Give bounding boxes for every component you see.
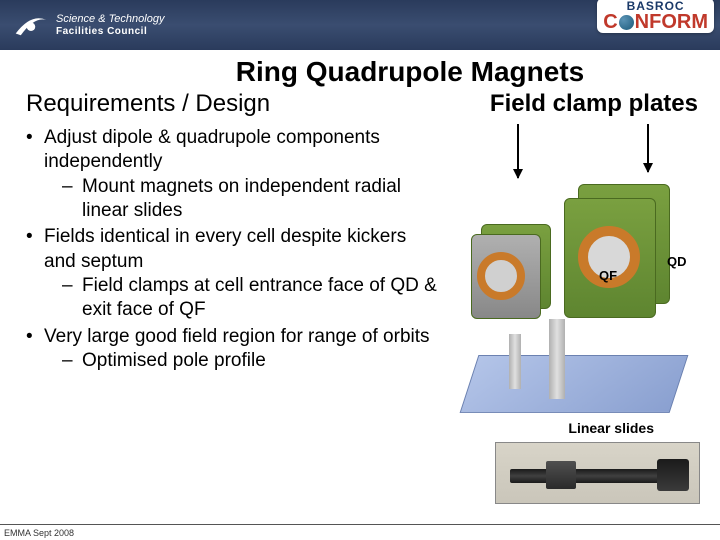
bullet-item: Very large good field region for range o…	[26, 325, 441, 374]
cad-model	[449, 134, 704, 434]
conform-text: C NFORM	[603, 12, 708, 32]
magnet-qd	[564, 184, 674, 324]
globe-icon	[619, 15, 634, 30]
stfc-line1: Science & Technology	[56, 13, 164, 26]
bullet-list: Adjust dipole & quadrupole components in…	[26, 126, 441, 506]
stfc-swoosh-icon	[14, 8, 48, 42]
subtitle-row: Requirements / Design Field clamp plates	[26, 90, 704, 118]
support-stand	[549, 319, 565, 399]
slide-carriage	[546, 461, 576, 489]
slide-rail	[510, 469, 660, 483]
baseplate	[460, 355, 689, 413]
stfc-text: Science & Technology Facilities Council	[56, 13, 164, 37]
bullet-item: Adjust dipole & quadrupole components in…	[26, 126, 441, 223]
bullet-subitem: Field clamps at cell entrance face of QD…	[44, 274, 441, 323]
bullet-item: Fields identical in every cell despite k…	[26, 225, 441, 322]
footer: EMMA Sept 2008	[0, 524, 720, 540]
figure-area: QF QD Linear slides	[449, 126, 704, 506]
linear-slides-label: Linear slides	[568, 420, 654, 436]
bullet-subitem: Mount magnets on independent radial line…	[44, 175, 441, 224]
slide-title: Ring Quadrupole Magnets	[116, 56, 704, 88]
basroc-conform-logo: BASROC C NFORM	[597, 0, 714, 33]
qd-label: QD	[667, 254, 687, 269]
subtitle-right: Field clamp plates	[490, 90, 698, 118]
stfc-logo: Science & Technology Facilities Council	[14, 8, 164, 42]
linear-slide-photo	[495, 442, 700, 504]
conform-right: NFORM	[635, 12, 708, 32]
footer-text: EMMA Sept 2008	[4, 528, 74, 538]
qf-coil	[477, 252, 525, 300]
header-bar: Science & Technology Facilities Council …	[0, 0, 720, 50]
magnet-qf	[471, 224, 551, 324]
bullet-subitem: Optimised pole profile	[44, 349, 441, 373]
conform-left: C	[603, 12, 617, 32]
content-row: Adjust dipole & quadrupole components in…	[26, 126, 704, 506]
stfc-line2: Facilities Council	[56, 26, 164, 38]
qf-label: QF	[599, 268, 617, 283]
slide-body: Ring Quadrupole Magnets Requirements / D…	[0, 50, 720, 540]
slide-motor	[657, 459, 689, 491]
support-stand-2	[509, 334, 521, 389]
subtitle-left: Requirements / Design	[26, 90, 270, 118]
